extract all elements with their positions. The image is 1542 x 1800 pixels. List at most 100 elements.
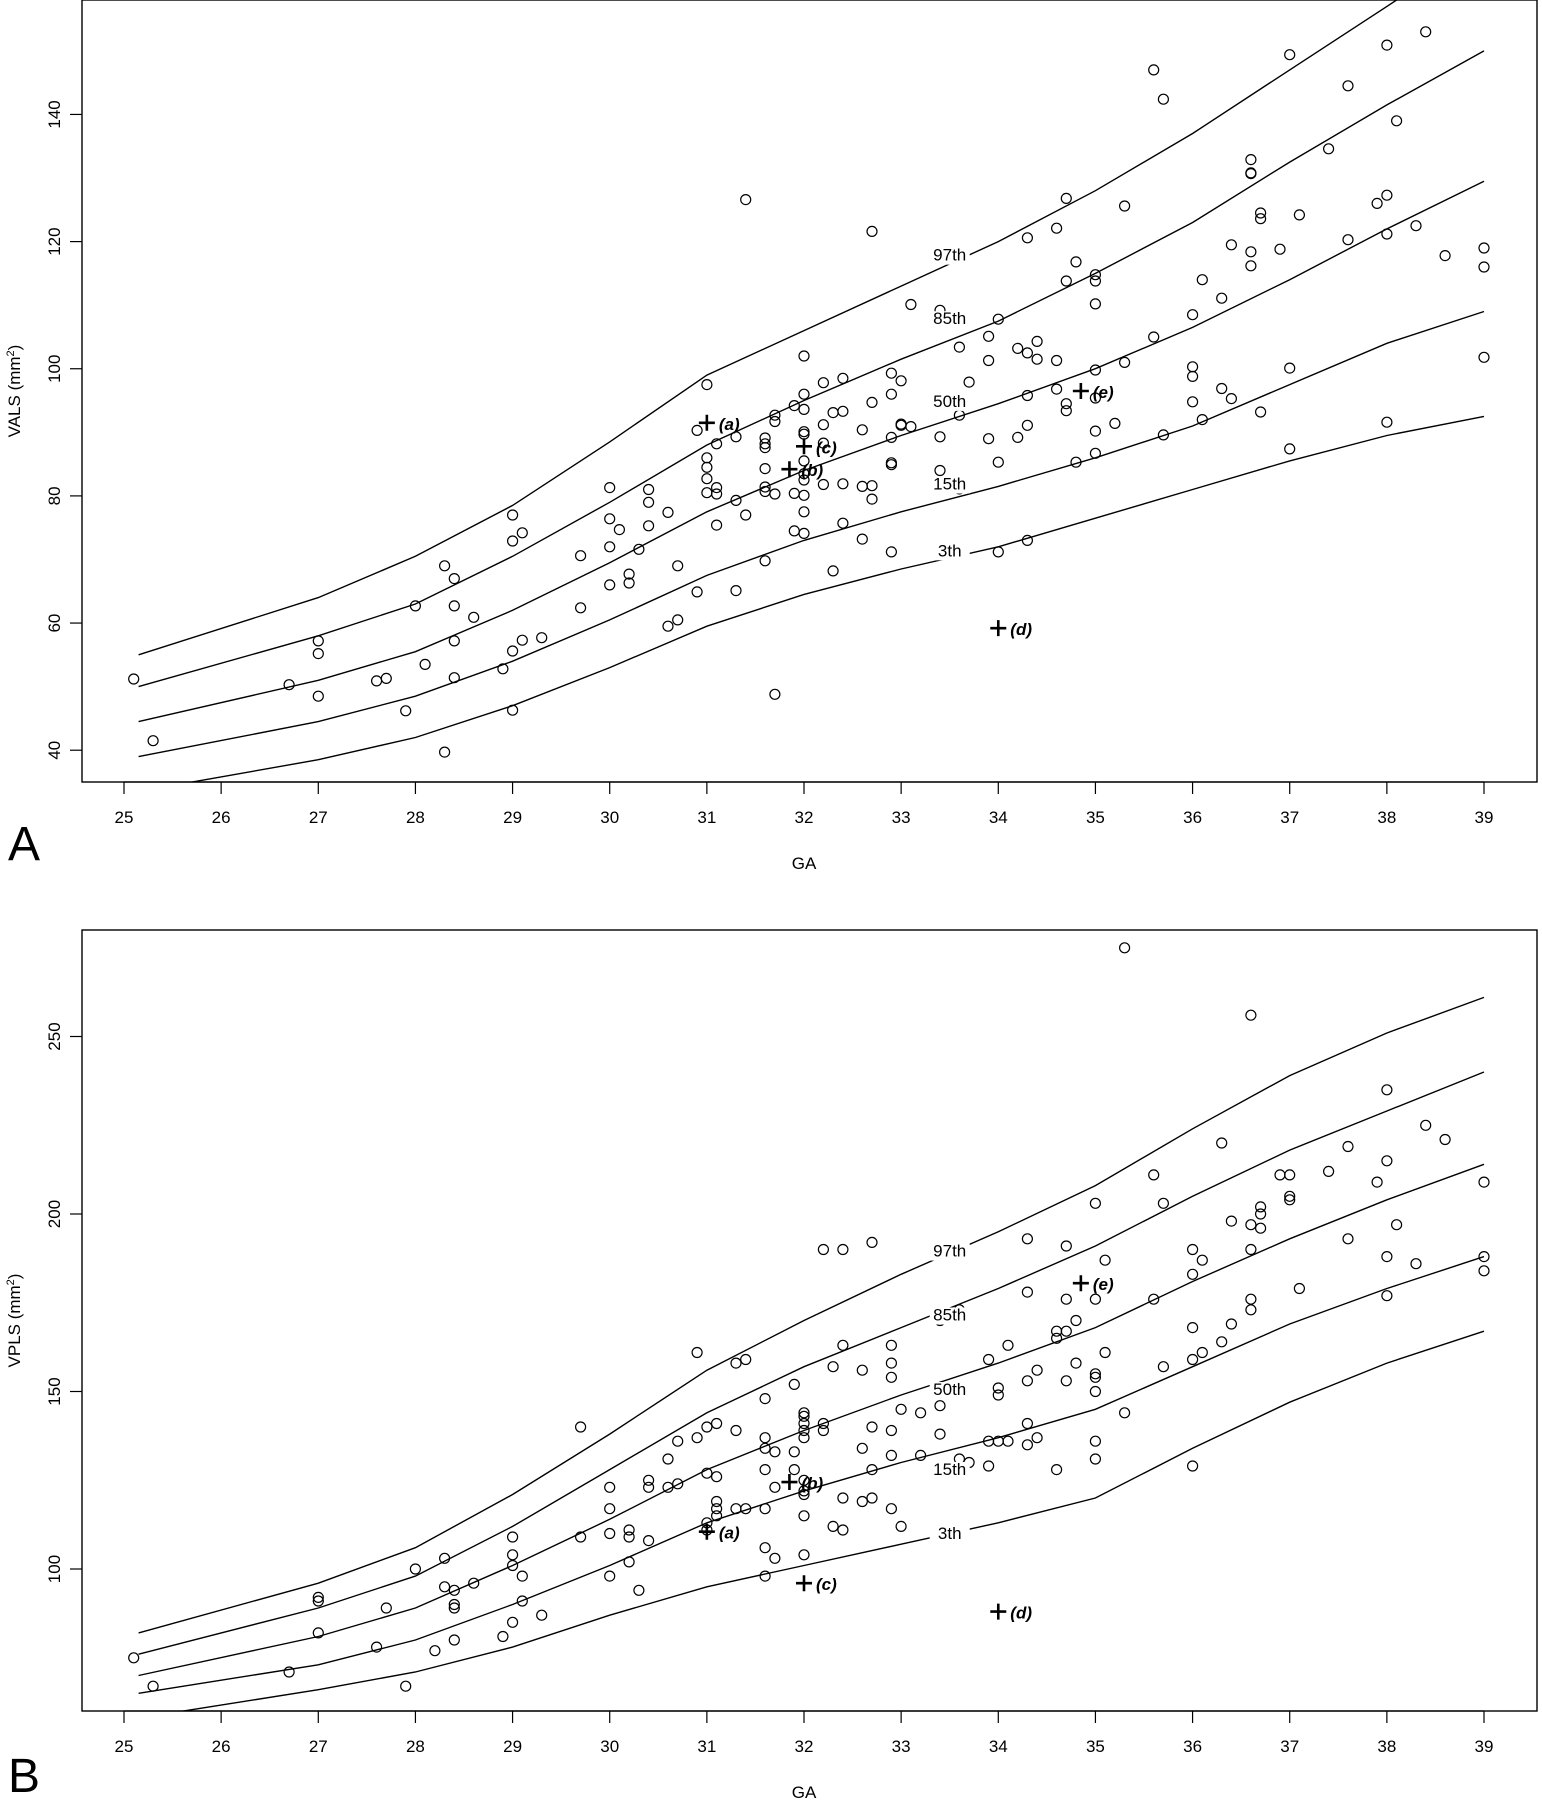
y-axis-title: VALS (mm2)	[5, 345, 24, 438]
data-point	[934, 431, 946, 443]
marked-case-plus	[796, 1575, 812, 1592]
data-point	[759, 1503, 771, 1515]
data-point	[798, 527, 810, 540]
data-point	[691, 1432, 703, 1444]
data-point	[1410, 1258, 1422, 1270]
marked-case-plus	[698, 414, 715, 431]
data-point	[516, 1595, 528, 1607]
x-tick-label: 25	[115, 1737, 134, 1756]
data-point	[604, 1503, 616, 1515]
data-point	[798, 350, 810, 362]
data-point	[623, 1524, 635, 1536]
marked-case-plus	[1072, 383, 1089, 399]
data-point	[1021, 419, 1034, 431]
data-point	[1021, 347, 1034, 359]
y-tick-label: 100	[45, 1555, 64, 1583]
y-tick-label: 40	[45, 741, 64, 760]
data-point	[1021, 1417, 1034, 1430]
marked-case-label: (c)	[816, 1575, 837, 1594]
data-point	[1284, 1194, 1296, 1206]
data-point	[604, 579, 616, 591]
data-point	[1002, 1435, 1014, 1447]
data-point	[1225, 239, 1238, 251]
data-point	[1118, 356, 1131, 368]
data-point	[866, 225, 878, 237]
data-point	[837, 372, 849, 384]
plot-frame	[81, 929, 1538, 1712]
percentile-curve-15th	[138, 310, 1485, 758]
marked-case-label: (d)	[1010, 1604, 1032, 1623]
plot-area	[128, 942, 1490, 1711]
data-point	[448, 572, 460, 585]
data-point	[730, 1424, 742, 1437]
data-point	[516, 1570, 528, 1582]
data-point	[866, 1463, 878, 1476]
percentile-label: 85th	[933, 309, 966, 328]
data-point	[1186, 1460, 1199, 1472]
data-point	[759, 442, 771, 454]
data-point	[982, 354, 995, 367]
data-point	[633, 543, 645, 555]
data-point	[312, 635, 324, 647]
data-point	[147, 735, 159, 747]
data-point	[691, 424, 703, 436]
data-point	[982, 1353, 995, 1366]
data-point	[759, 432, 771, 444]
data-point	[827, 565, 839, 577]
data-point	[730, 1357, 742, 1369]
data-point	[1070, 1357, 1082, 1369]
data-point	[701, 1467, 713, 1479]
data-point	[1342, 234, 1354, 246]
data-point	[934, 1400, 946, 1412]
data-point	[730, 431, 742, 443]
data-point	[982, 1460, 995, 1472]
panel-a-vals-chart: 25 26 27 28 29 30 31 32 33 34 35 36 37 38 39 40 60 80 100 1…	[5, 0, 1538, 873]
data-point	[788, 1463, 800, 1476]
data-point	[574, 1531, 587, 1543]
y-tick-label: 100	[45, 355, 64, 383]
data-point	[536, 632, 548, 644]
data-point	[866, 1421, 878, 1433]
percentile-label: 97th	[933, 246, 966, 265]
data-point	[574, 1421, 587, 1433]
x-tick-label: 30	[600, 1737, 619, 1756]
data-point	[1089, 1453, 1102, 1465]
data-point	[1381, 1155, 1393, 1167]
data-point	[1410, 220, 1422, 232]
data-point	[1021, 1233, 1034, 1245]
data-point	[623, 577, 635, 589]
data-point	[798, 403, 810, 415]
data-point	[856, 1442, 868, 1454]
data-point	[1216, 292, 1228, 304]
data-point	[798, 1407, 810, 1419]
data-point	[1420, 1119, 1432, 1131]
data-point	[409, 600, 421, 612]
data-point	[837, 517, 849, 529]
data-point	[1186, 370, 1199, 382]
data-point	[1322, 1165, 1335, 1178]
data-point	[1186, 1268, 1199, 1280]
data-point	[1245, 260, 1257, 272]
data-point	[506, 1549, 519, 1561]
data-point	[856, 1495, 868, 1508]
data-point	[1060, 1375, 1072, 1387]
data-point	[895, 1520, 907, 1533]
data-point	[1089, 298, 1102, 310]
percentile-label-bg	[929, 311, 970, 329]
data-point	[759, 481, 771, 493]
data-point	[1012, 431, 1024, 443]
x-tick-label: 32	[795, 1737, 814, 1756]
data-point	[837, 1243, 849, 1256]
data-point	[1274, 243, 1286, 255]
marked-case-plus	[990, 1603, 1007, 1620]
marked-case-plus	[1072, 1275, 1089, 1292]
data-point	[672, 1478, 684, 1490]
x-tick-label: 28	[406, 1737, 425, 1756]
data-point	[448, 672, 460, 684]
data-point	[885, 1503, 898, 1515]
data-point	[1089, 425, 1102, 437]
data-point	[633, 1584, 645, 1596]
data-point	[662, 620, 674, 632]
data-point	[798, 1417, 810, 1430]
data-point	[409, 1563, 421, 1575]
